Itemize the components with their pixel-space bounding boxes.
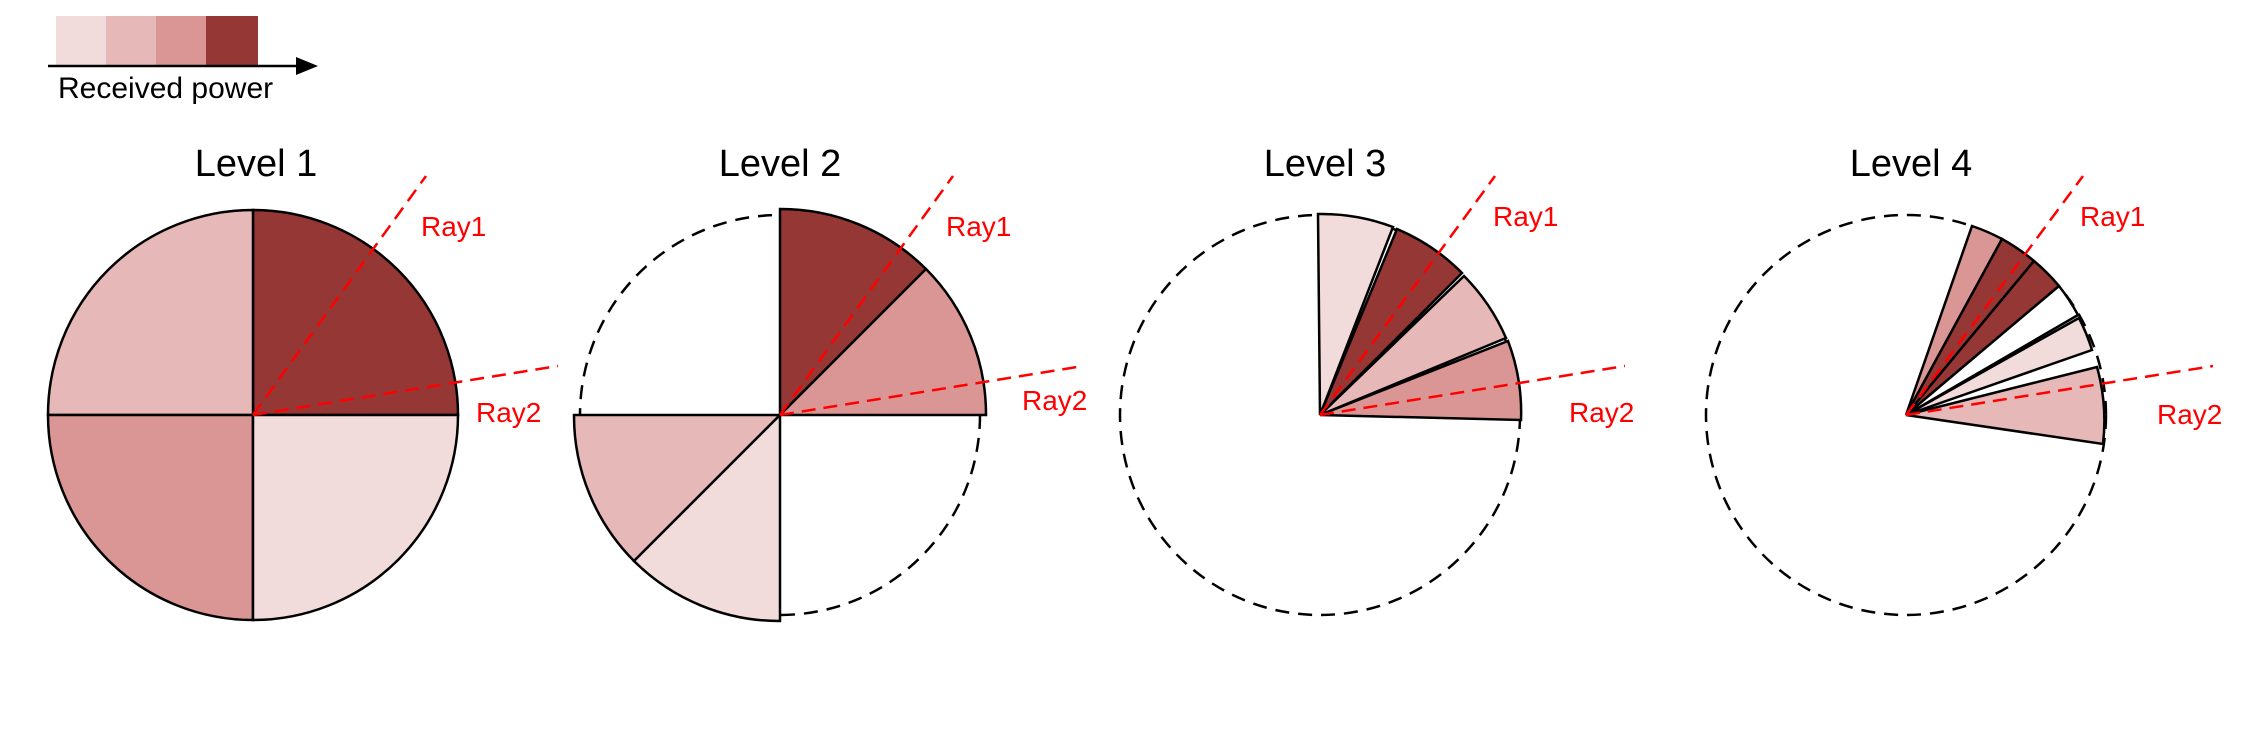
level-2-beam-3 xyxy=(572,413,784,563)
level-1-beams xyxy=(46,208,460,622)
level-3-beam-4 xyxy=(1319,339,1523,422)
level-2-ray1-label: Ray1 xyxy=(946,211,1011,242)
level-3-beam-3 xyxy=(1319,274,1508,417)
level-2-ray1 xyxy=(778,175,955,416)
level-3-title: Level 3 xyxy=(1264,143,1387,185)
level-4-beam-4 xyxy=(1905,284,2080,417)
level-1-ray2 xyxy=(252,364,559,417)
legend-swatch-3 xyxy=(156,16,206,66)
legend-arrow-head xyxy=(296,57,318,75)
level-4-ray1-label: Ray1 xyxy=(2080,201,2145,232)
level-3-beam-2 xyxy=(1318,227,1464,416)
legend-swatch-4 xyxy=(206,16,258,66)
level-3-ray1-label: Ray1 xyxy=(1493,201,1558,232)
power-legend: Received power xyxy=(48,16,318,105)
level-4-ray2 xyxy=(1905,364,2214,417)
level-4-ray2-label: Ray2 xyxy=(2157,399,2222,430)
level-1-beam-q2 xyxy=(46,208,255,417)
level-2-ray2-label: Ray2 xyxy=(1022,385,1087,416)
level-1-ray1-label: Ray1 xyxy=(421,211,486,242)
level-1-title: Level 1 xyxy=(195,143,318,185)
level-4-beam-6 xyxy=(1905,365,2106,446)
level-1-ray2-label: Ray2 xyxy=(476,397,541,428)
legend-swatch-1 xyxy=(56,16,106,66)
legend-label: Received power xyxy=(58,72,273,105)
level-1-beam-q3 xyxy=(46,413,255,622)
level-1-beam-q4 xyxy=(251,413,460,622)
level-2-beam-2 xyxy=(776,267,988,417)
level-3-ray2-label: Ray2 xyxy=(1569,397,1634,428)
level-4-beam-5 xyxy=(1905,316,2094,417)
level-4-title: Level 4 xyxy=(1850,143,1973,185)
legend-swatch-2 xyxy=(106,16,156,66)
level-3-beam-1 xyxy=(1316,212,1395,416)
level-3-ray1 xyxy=(1318,175,1497,416)
level-2-beams xyxy=(572,207,988,623)
level-1-ray1 xyxy=(251,175,428,416)
level-3-ray2 xyxy=(1319,364,1626,417)
level-4-ray1 xyxy=(1904,175,2085,416)
level-2-beam-4 xyxy=(632,411,782,623)
level-3-beams xyxy=(1316,212,1523,422)
level-2-beam-1 xyxy=(778,207,928,419)
level-1-beam-q1 xyxy=(251,208,460,417)
level-2-ray2 xyxy=(779,364,1084,417)
level-4-boundary-circle xyxy=(1704,213,2108,617)
level-2-title: Level 2 xyxy=(719,143,842,185)
